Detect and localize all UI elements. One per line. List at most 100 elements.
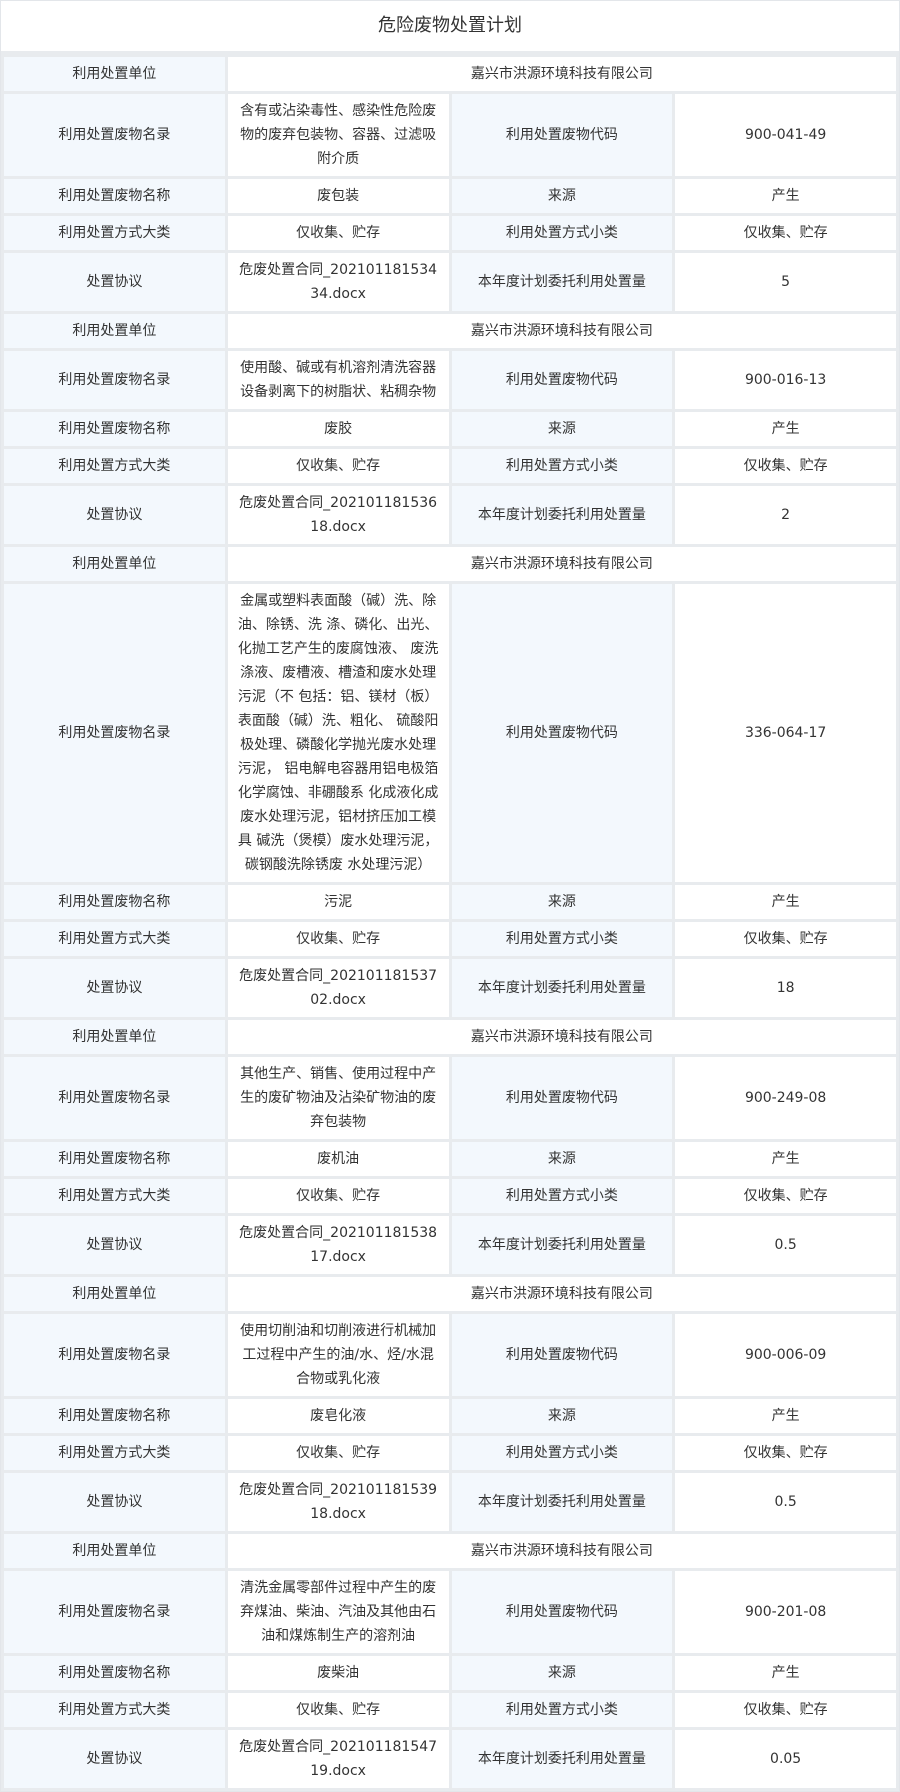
value-method-major: 仅收集、贮存 bbox=[224, 1690, 452, 1730]
row-method: 利用处置方式大类 仅收集、贮存 利用处置方式小类 仅收集、贮存 bbox=[1, 1176, 899, 1216]
label-agreement: 处置协议 bbox=[1, 956, 228, 1020]
label-agreement: 处置协议 bbox=[1, 1213, 228, 1277]
value-unit: 嘉兴市洪源环境科技有限公司 bbox=[224, 1017, 900, 1057]
value-code: 900-016-13 bbox=[672, 348, 899, 412]
row-method: 利用处置方式大类 仅收集、贮存 利用处置方式小类 仅收集、贮存 bbox=[1, 1433, 899, 1473]
label-unit: 利用处置单位 bbox=[1, 1274, 228, 1314]
label-agreement: 处置协议 bbox=[1, 483, 228, 547]
value-method-major: 仅收集、贮存 bbox=[224, 213, 452, 253]
label-method-major: 利用处置方式大类 bbox=[1, 919, 228, 959]
value-method-minor: 仅收集、贮存 bbox=[672, 1433, 899, 1473]
row-method: 利用处置方式大类 仅收集、贮存 利用处置方式小类 仅收集、贮存 bbox=[1, 919, 899, 959]
row-agreement: 处置协议 危废处置合同_20210118153918.docx 本年度计划委托利用处… bbox=[1, 1470, 899, 1534]
label-agreement: 处置协议 bbox=[1, 250, 228, 314]
label-source: 来源 bbox=[448, 176, 676, 216]
value-name: 废皂化液 bbox=[224, 1396, 452, 1436]
value-name: 废胶 bbox=[224, 409, 452, 449]
label-method-minor: 利用处置方式小类 bbox=[448, 446, 676, 486]
row-unit: 利用处置单位 嘉兴市洪源环境科技有限公司 bbox=[1, 544, 900, 584]
label-code: 利用处置废物代码 bbox=[448, 1311, 676, 1399]
value-source: 产生 bbox=[672, 1653, 899, 1693]
label-catalog: 利用处置废物名录 bbox=[1, 1568, 228, 1656]
label-unit: 利用处置单位 bbox=[1, 311, 228, 351]
label-quantity: 本年度计划委托利用处置量 bbox=[448, 1727, 676, 1791]
label-source: 来源 bbox=[448, 1653, 676, 1693]
row-catalog: 利用处置废物名录 其他生产、销售、使用过程中产生的废矿物油及沾染矿物油的废弃包装物… bbox=[1, 1054, 899, 1142]
value-method-major: 仅收集、贮存 bbox=[224, 1176, 452, 1216]
label-quantity: 本年度计划委托利用处置量 bbox=[448, 1213, 676, 1277]
value-quantity: 0.05 bbox=[672, 1727, 899, 1791]
value-catalog: 使用酸、碱或有机溶剂清洗容器设备剥离下的树脂状、粘稠杂物 bbox=[224, 348, 452, 412]
label-agreement: 处置协议 bbox=[1, 1727, 228, 1791]
row-unit: 利用处置单位 嘉兴市洪源环境科技有限公司 bbox=[1, 1531, 900, 1571]
value-source: 产生 bbox=[672, 1139, 899, 1179]
value-catalog: 清洗金属零部件过程中产生的废弃煤油、柴油、汽油及其他由石油和煤炼制生产的溶剂油 bbox=[224, 1568, 452, 1656]
label-method-major: 利用处置方式大类 bbox=[1, 1433, 228, 1473]
agreement-file-link[interactable]: 危废处置合同_20210118153618.docx bbox=[224, 483, 452, 547]
label-source: 来源 bbox=[448, 882, 676, 922]
row-agreement: 处置协议 危废处置合同_20210118153702.docx 本年度计划委托利用处… bbox=[1, 956, 899, 1020]
value-name: 废机油 bbox=[224, 1139, 452, 1179]
label-catalog: 利用处置废物名录 bbox=[1, 1054, 228, 1142]
value-name: 废柴油 bbox=[224, 1653, 452, 1693]
agreement-file-link[interactable]: 危废处置合同_20210118153817.docx bbox=[224, 1213, 452, 1277]
row-catalog: 利用处置废物名录 金属或塑料表面酸（碱）洗、除油、除锈、洗 涤、磷化、出光、化抛工… bbox=[1, 581, 899, 885]
value-method-minor: 仅收集、贮存 bbox=[672, 446, 899, 486]
label-unit: 利用处置单位 bbox=[1, 1017, 228, 1057]
row-catalog: 利用处置废物名录 使用切削油和切削液进行机械加工过程中产生的油/水、烃/水混合物或… bbox=[1, 1311, 899, 1399]
value-quantity: 0.5 bbox=[672, 1213, 899, 1277]
label-name: 利用处置废物名称 bbox=[1, 882, 228, 922]
label-method-minor: 利用处置方式小类 bbox=[448, 1433, 676, 1473]
agreement-file-link[interactable]: 危废处置合同_20210118153918.docx bbox=[224, 1470, 452, 1534]
label-quantity: 本年度计划委托利用处置量 bbox=[448, 956, 676, 1020]
agreement-file-link[interactable]: 危废处置合同_20210118154719.docx bbox=[224, 1727, 452, 1791]
row-unit: 利用处置单位 嘉兴市洪源环境科技有限公司 bbox=[1, 54, 900, 94]
label-name: 利用处置废物名称 bbox=[1, 1139, 228, 1179]
row-unit: 利用处置单位 嘉兴市洪源环境科技有限公司 bbox=[1, 1274, 900, 1314]
label-method-major: 利用处置方式大类 bbox=[1, 1690, 228, 1730]
row-name: 利用处置废物名称 废柴油 来源 产生 bbox=[1, 1653, 899, 1693]
label-code: 利用处置废物代码 bbox=[448, 1568, 676, 1656]
value-name: 污泥 bbox=[224, 882, 452, 922]
label-quantity: 本年度计划委托利用处置量 bbox=[448, 1470, 676, 1534]
value-name: 废包装 bbox=[224, 176, 452, 216]
value-catalog: 使用切削油和切削液进行机械加工过程中产生的油/水、烃/水混合物或乳化液 bbox=[224, 1311, 452, 1399]
label-method-minor: 利用处置方式小类 bbox=[448, 919, 676, 959]
row-method: 利用处置方式大类 仅收集、贮存 利用处置方式小类 仅收集、贮存 bbox=[1, 446, 899, 486]
value-quantity: 5 bbox=[672, 250, 899, 314]
label-unit: 利用处置单位 bbox=[1, 544, 228, 584]
value-unit: 嘉兴市洪源环境科技有限公司 bbox=[224, 311, 900, 351]
label-source: 来源 bbox=[448, 1396, 676, 1436]
value-unit: 嘉兴市洪源环境科技有限公司 bbox=[224, 54, 900, 94]
row-name: 利用处置废物名称 废包装 来源 产生 bbox=[1, 176, 899, 216]
row-name: 利用处置废物名称 废皂化液 来源 产生 bbox=[1, 1396, 899, 1436]
label-name: 利用处置废物名称 bbox=[1, 1653, 228, 1693]
label-method-major: 利用处置方式大类 bbox=[1, 213, 228, 253]
value-code: 900-249-08 bbox=[672, 1054, 899, 1142]
label-method-minor: 利用处置方式小类 bbox=[448, 1176, 676, 1216]
value-source: 产生 bbox=[672, 176, 899, 216]
value-unit: 嘉兴市洪源环境科技有限公司 bbox=[224, 1531, 900, 1571]
value-catalog: 含有或沾染毒性、感染性危险废物的废弃包装物、容器、过滤吸附介质 bbox=[224, 91, 452, 179]
value-quantity: 0.5 bbox=[672, 1470, 899, 1534]
agreement-file-link[interactable]: 危废处置合同_20210118153434.docx bbox=[224, 250, 452, 314]
label-method-major: 利用处置方式大类 bbox=[1, 1176, 228, 1216]
label-name: 利用处置废物名称 bbox=[1, 176, 228, 216]
label-source: 来源 bbox=[448, 409, 676, 449]
value-method-minor: 仅收集、贮存 bbox=[672, 919, 899, 959]
agreement-file-link[interactable]: 危废处置合同_20210118153702.docx bbox=[224, 956, 452, 1020]
label-method-major: 利用处置方式大类 bbox=[1, 446, 228, 486]
row-name: 利用处置废物名称 废胶 来源 产生 bbox=[1, 409, 899, 449]
label-catalog: 利用处置废物名录 bbox=[1, 1311, 228, 1399]
row-agreement: 处置协议 危废处置合同_20210118153817.docx 本年度计划委托利用处… bbox=[1, 1213, 899, 1277]
label-code: 利用处置废物代码 bbox=[448, 1054, 676, 1142]
value-code: 900-201-08 bbox=[672, 1568, 899, 1656]
row-unit: 利用处置单位 嘉兴市洪源环境科技有限公司 bbox=[1, 311, 900, 351]
row-name: 利用处置废物名称 污泥 来源 产生 bbox=[1, 882, 899, 922]
row-method: 利用处置方式大类 仅收集、贮存 利用处置方式小类 仅收集、贮存 bbox=[1, 1690, 899, 1730]
value-code: 900-006-09 bbox=[672, 1311, 899, 1399]
disposal-plan-table: 利用处置单位 嘉兴市洪源环境科技有限公司 利用处置废物名录 含有或沾染毒性、感染性危险… bbox=[1, 54, 900, 1791]
value-unit: 嘉兴市洪源环境科技有限公司 bbox=[224, 1274, 900, 1314]
row-catalog: 利用处置废物名录 清洗金属零部件过程中产生的废弃煤油、柴油、汽油及其他由石油和煤炼… bbox=[1, 1568, 899, 1656]
